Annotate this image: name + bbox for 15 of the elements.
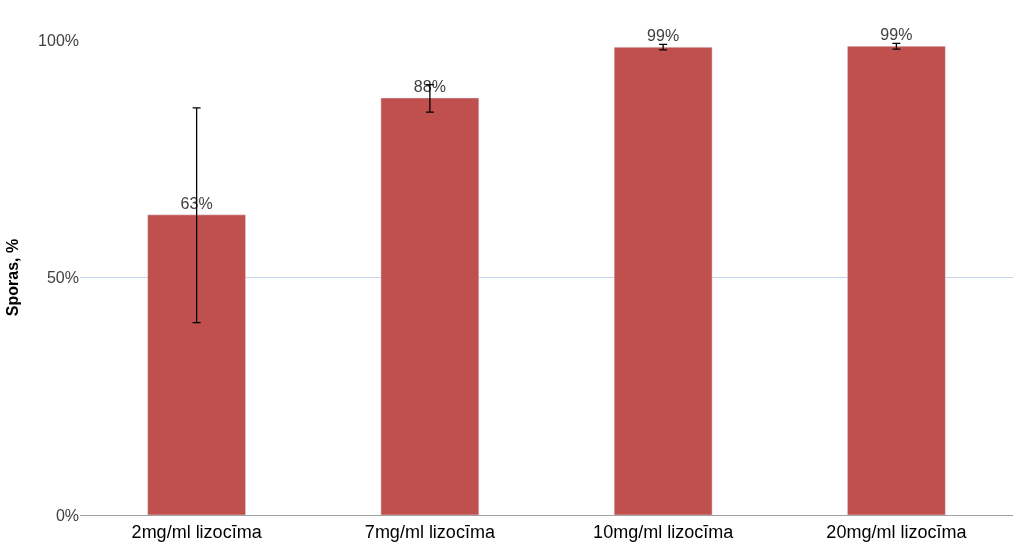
x-tick-label: 20mg/ml lizocīma [826,521,968,542]
data-label: 99% [647,27,680,45]
data-label: 99% [880,26,913,44]
bar [147,214,246,515]
y-tick-label: 50% [46,269,79,287]
x-tick-label: 10mg/ml lizocīma [593,521,735,542]
y-tick-label: 0% [55,506,79,524]
data-label: 88% [413,77,446,95]
y-axis-title: Sporas, % [3,238,21,317]
x-tick-label: 7mg/ml lizocīma [364,521,496,542]
y-tick-label: 100% [38,31,79,49]
bar [847,45,946,515]
bar [613,46,713,515]
bar [380,97,480,515]
x-tick-label: 2mg/ml lizocīma [131,521,263,542]
